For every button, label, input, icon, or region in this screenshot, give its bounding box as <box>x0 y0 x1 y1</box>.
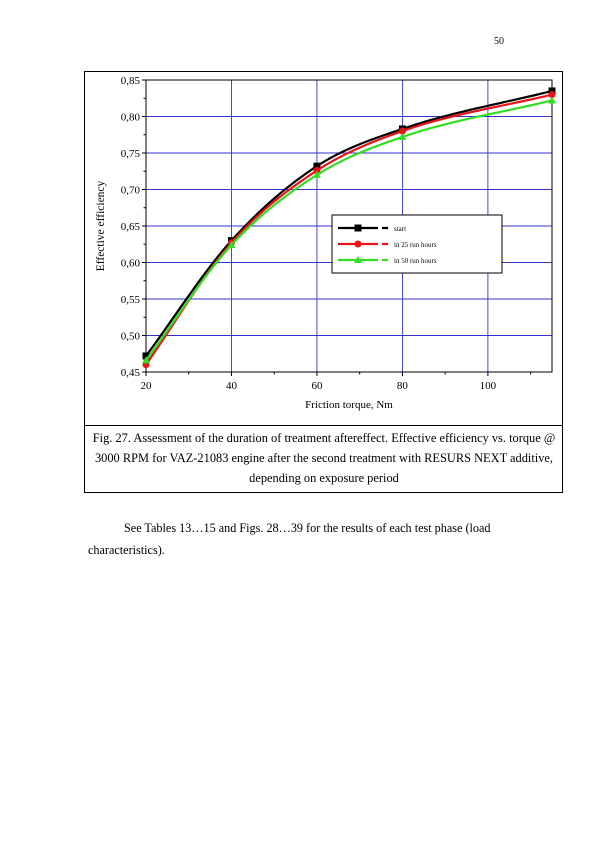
y-tick-label: 0,85 <box>121 75 141 87</box>
y-tick-label: 0,65 <box>121 221 141 233</box>
y-axis-label: Effective efficiency <box>95 180 107 271</box>
body-paragraph: See Tables 13…15 and Figs. 28…39 for the… <box>88 517 558 561</box>
data-point <box>398 127 406 135</box>
axis-ticks: 20 40 60 80 100 0,45 0,50 0,55 0,60 0,65 0,70 0,75 0… <box>121 75 532 392</box>
chart-legend: start in 25 run hours in 50 run hours <box>331 214 503 274</box>
x-tick-label: 80 <box>397 380 409 392</box>
x-tick-label: 60 <box>311 380 323 392</box>
legend-entry-label: in 50 run hours <box>394 257 437 265</box>
legend-entry-label: in 25 run hours <box>394 241 437 249</box>
series-3 <box>142 96 556 364</box>
page-number: 50 <box>494 36 504 47</box>
x-axis-label: Friction torque, Nm <box>305 399 393 411</box>
y-tick-label: 0,55 <box>121 294 141 306</box>
data-point <box>354 256 362 263</box>
x-tick-label: 100 <box>480 380 497 392</box>
data-point <box>313 162 321 170</box>
y-tick-label: 0,75 <box>121 148 141 160</box>
x-tick-label: 40 <box>226 380 238 392</box>
y-tick-label: 0,60 <box>121 258 141 270</box>
data-point <box>354 240 362 248</box>
data-point <box>548 96 556 104</box>
data-point <box>312 170 321 178</box>
data-point <box>313 167 321 175</box>
legend-entry-label: start <box>394 225 406 233</box>
caption-divider <box>84 425 563 426</box>
data-point <box>354 224 362 232</box>
data-point <box>548 87 556 95</box>
data-point <box>548 91 556 99</box>
figure-frame <box>84 71 563 493</box>
efficiency-chart: 20 40 60 80 100 0,45 0,50 0,55 0,60 0,65 0,70 0,75 0… <box>95 75 556 411</box>
y-tick-label: 0,80 <box>121 112 141 124</box>
data-point <box>398 132 407 140</box>
y-tick-label: 0,45 <box>121 367 141 379</box>
series-group <box>142 87 556 369</box>
data-point <box>142 356 150 364</box>
y-tick-label: 0,50 <box>121 331 141 343</box>
figure-caption: Fig. 27. Assessment of the duration of t… <box>92 431 556 485</box>
y-tick-label: 0,70 <box>121 185 141 197</box>
body-paragraph-text: See Tables 13…15 and Figs. 28…39 for the… <box>88 521 491 557</box>
data-point <box>227 240 236 248</box>
data-point <box>142 352 150 360</box>
x-tick-label: 20 <box>141 380 153 392</box>
